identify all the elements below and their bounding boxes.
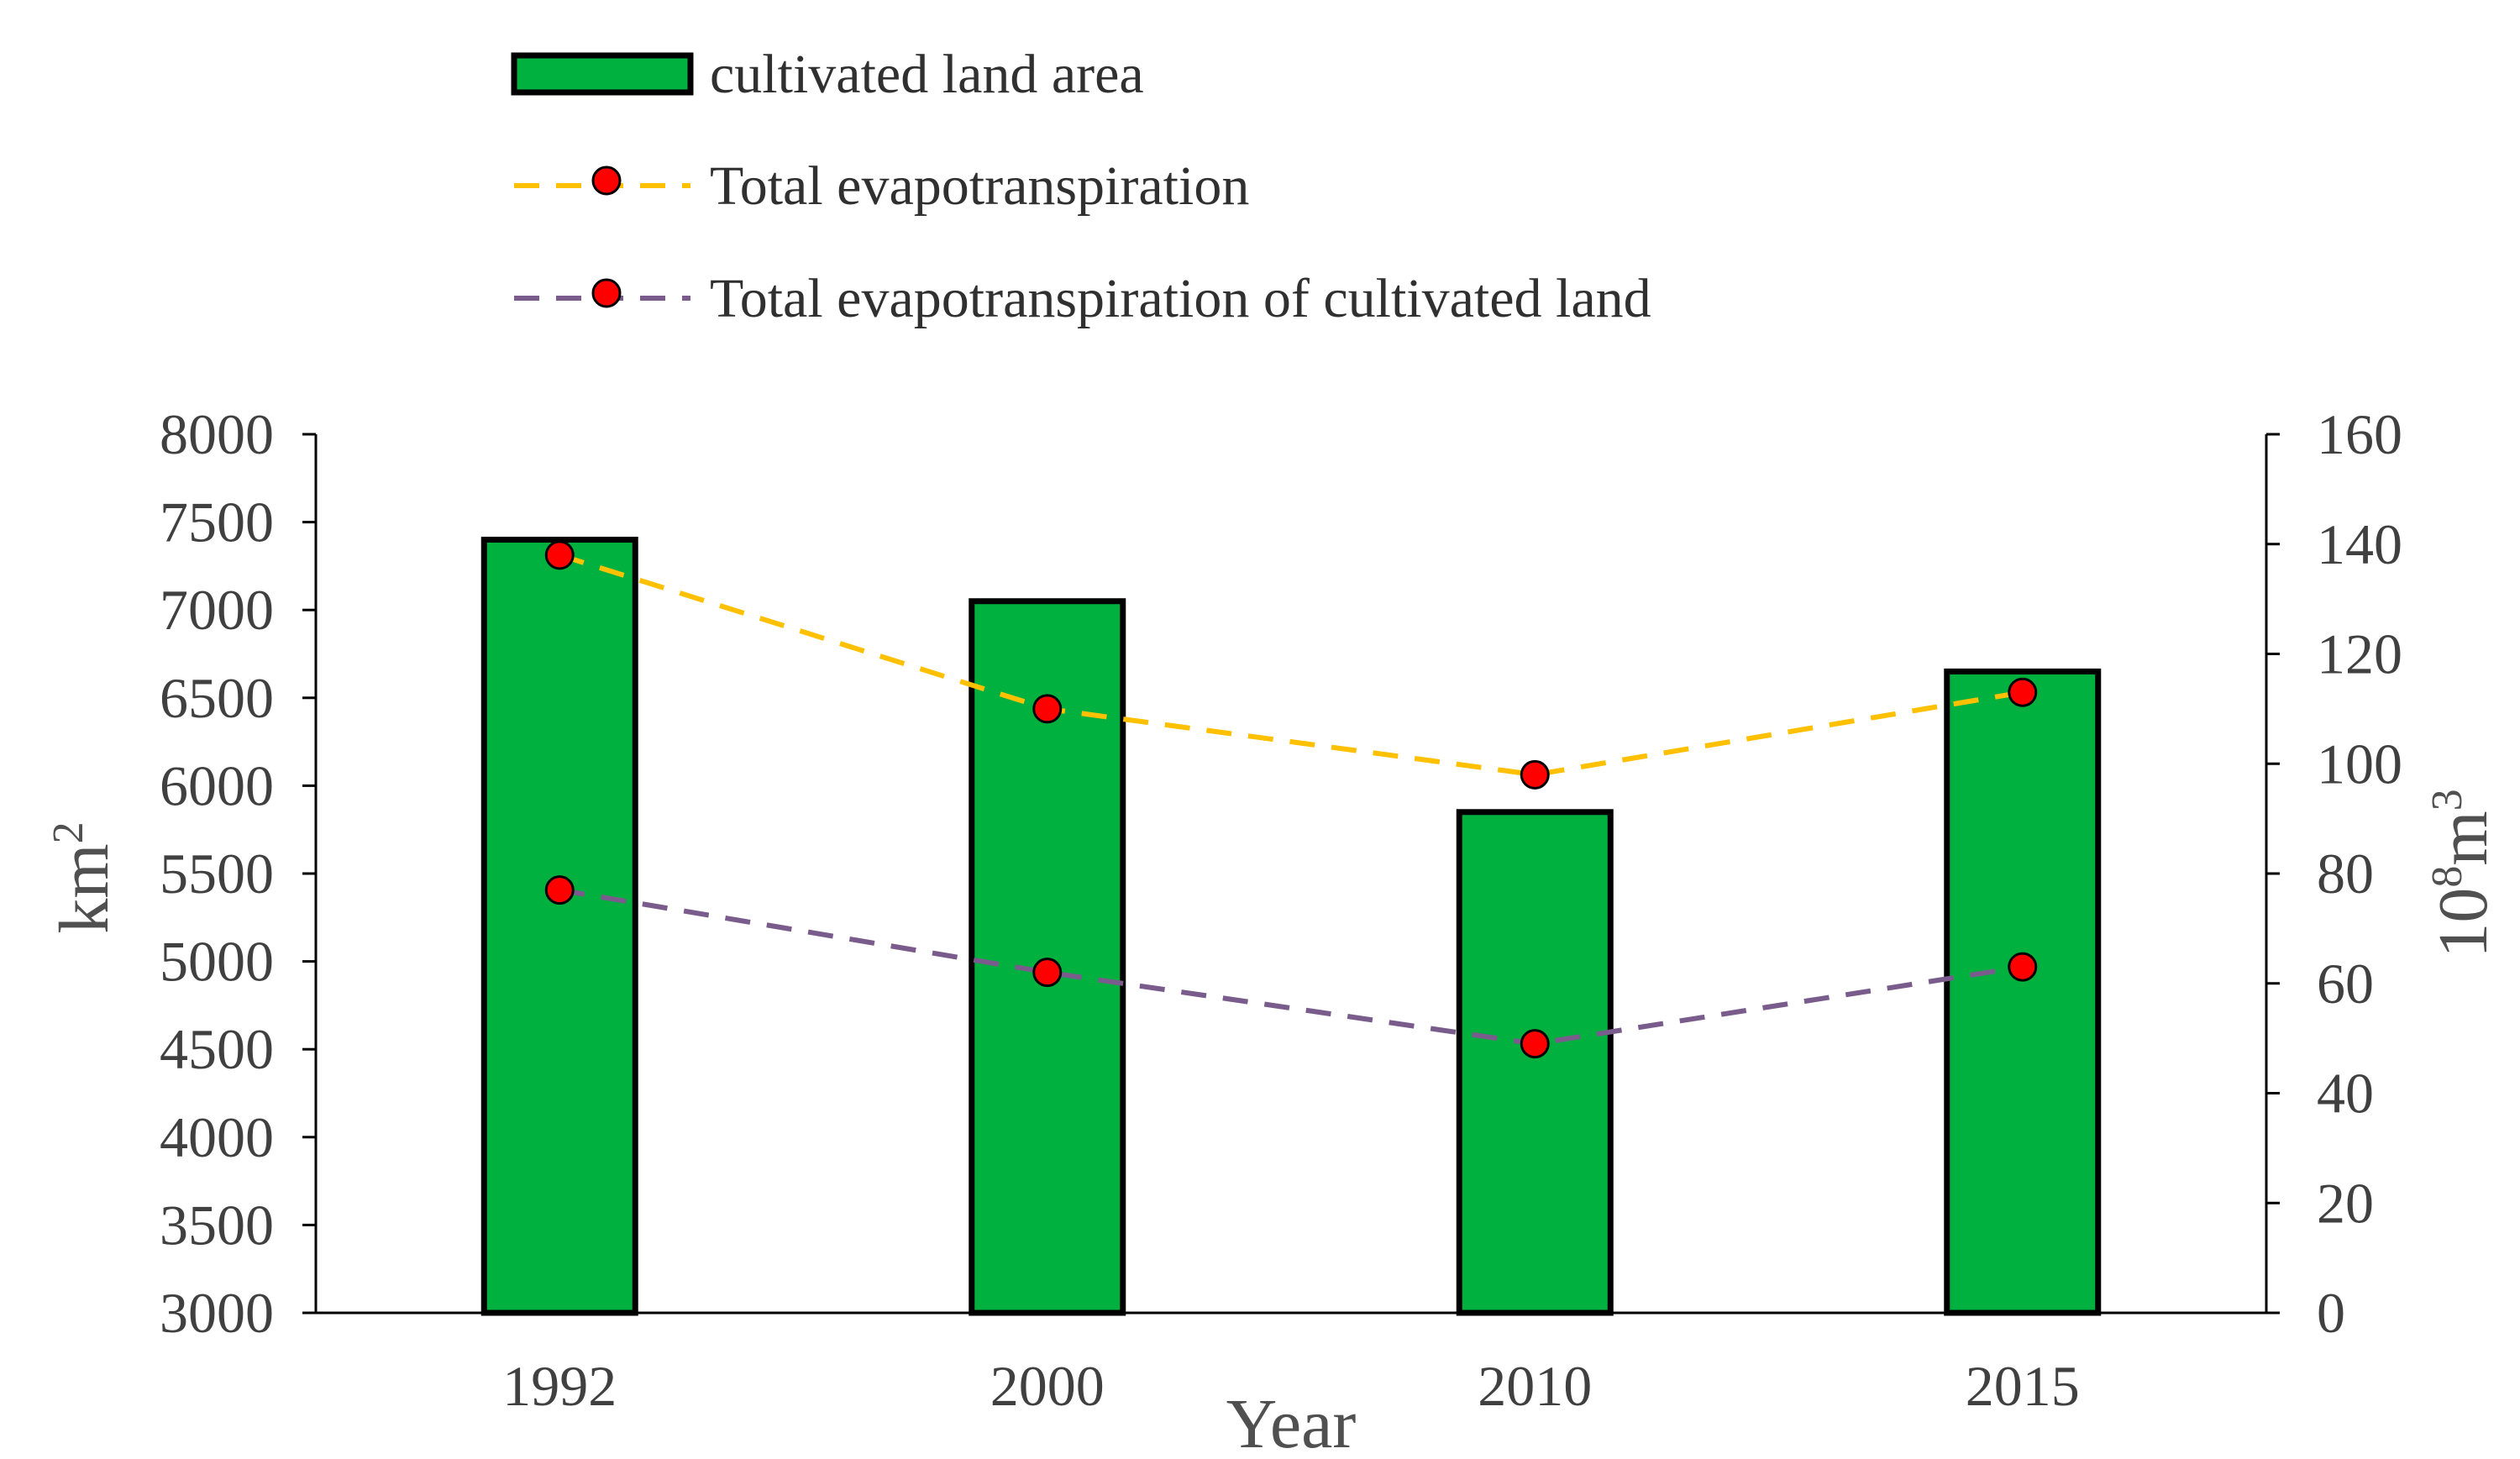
y2-tick-label: 120 bbox=[2317, 622, 2402, 686]
y-tick-label: 6500 bbox=[160, 666, 274, 730]
legend-label-2: Total evapotranspiration of cultivated l… bbox=[710, 268, 1651, 329]
bar-2010 bbox=[1456, 809, 1614, 1316]
y2-tick-label: 0 bbox=[2317, 1281, 2345, 1345]
x-axis-title: Year bbox=[1226, 1385, 1357, 1459]
x-tick-label: 2010 bbox=[1478, 1354, 1592, 1418]
series-2-point-2000 bbox=[1032, 958, 1063, 988]
y-tick-label: 3000 bbox=[160, 1281, 274, 1345]
y2-axis-title-sup1: 8 bbox=[2423, 866, 2471, 888]
y-tick-label: 5000 bbox=[160, 930, 274, 994]
y2-tick-label: 80 bbox=[2317, 842, 2374, 905]
series-line-1 bbox=[559, 552, 2024, 778]
series-line-2 bbox=[559, 887, 2024, 1047]
series-2-point-1992 bbox=[544, 875, 575, 905]
lines-group bbox=[544, 540, 2038, 1059]
series-1-point-2010 bbox=[1520, 759, 1550, 790]
y2-tick-label: 20 bbox=[2317, 1171, 2374, 1235]
y2-axis-title-mid: m bbox=[2424, 811, 2502, 865]
series-2-point-2010 bbox=[1520, 1029, 1550, 1059]
y-axis-title: km2 bbox=[45, 821, 123, 933]
legend-swatch-bar bbox=[511, 52, 694, 96]
y-tick-label: 8000 bbox=[160, 402, 274, 466]
y2-tick-label: 100 bbox=[2317, 732, 2402, 795]
legend-label-0: cultivated land area bbox=[710, 44, 1144, 105]
legend-label-1: Total evapotranspiration bbox=[710, 155, 1249, 217]
y-tick-label: 6000 bbox=[160, 753, 274, 817]
y-tick-label: 3500 bbox=[160, 1193, 274, 1257]
series-1-point-2000 bbox=[1032, 694, 1063, 724]
series-1-point-1992 bbox=[544, 540, 575, 570]
y2-tick-label: 160 bbox=[2317, 402, 2402, 466]
y2-tick-label: 140 bbox=[2317, 512, 2402, 576]
series-1-point-2015 bbox=[2008, 677, 2038, 707]
y2-axis-title-sup2: 3 bbox=[2423, 789, 2471, 811]
legend-swatch-marker-1 bbox=[591, 165, 622, 196]
y-tick-label: 4000 bbox=[160, 1105, 274, 1169]
bar-1992 bbox=[480, 537, 638, 1316]
x-tick-label: 2000 bbox=[990, 1354, 1105, 1418]
y-tick-label: 5500 bbox=[160, 842, 274, 905]
y-axis-title-sup: 2 bbox=[45, 821, 92, 843]
bar-2015 bbox=[1944, 668, 2102, 1316]
bars-group bbox=[480, 537, 2102, 1316]
y-tick-label: 7000 bbox=[160, 578, 274, 642]
y2-axis-title-base: 10 bbox=[2424, 888, 2502, 958]
y2-tick-label: 60 bbox=[2317, 952, 2374, 1016]
x-tick-label: 1992 bbox=[502, 1354, 617, 1418]
x-tick-label: 2015 bbox=[1966, 1354, 2080, 1418]
ticks-group: 3000 3500 4000 4500 5000 5500 6000 6500 7000 7500… bbox=[160, 402, 2402, 1418]
y2-axis-title: 108m3 bbox=[2423, 789, 2502, 958]
legend: cultivated land area Total evapotranspira… bbox=[511, 44, 1651, 329]
y-tick-label: 7500 bbox=[160, 491, 274, 554]
y-axis-title-base: km bbox=[45, 843, 123, 933]
y-tick-label: 4500 bbox=[160, 1017, 274, 1081]
y2-tick-label: 40 bbox=[2317, 1062, 2374, 1126]
axis-titles: Year km2 108m3 bbox=[45, 789, 2502, 1459]
series-2-point-2015 bbox=[2008, 952, 2038, 982]
legend-swatch-marker-2 bbox=[591, 278, 622, 308]
